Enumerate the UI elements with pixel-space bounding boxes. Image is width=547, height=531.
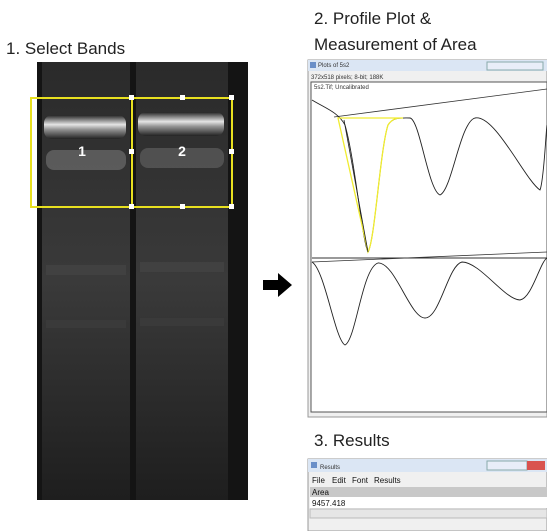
plot-window: Plots of 5s2 372x518 pixels; 8-bit; 188K… xyxy=(307,59,547,418)
results-window: Results File Edit Font Results Area 9457… xyxy=(307,458,547,531)
heading: 2. Profile Plot & xyxy=(314,9,432,28)
info: 372x518 pixels; 8-bit; 188K xyxy=(311,75,383,81)
window-title: Results xyxy=(320,465,340,471)
heading: Measurement of Area xyxy=(314,35,477,54)
menu-item[interactable]: Results xyxy=(374,476,401,485)
lane-label: 1 xyxy=(78,143,86,159)
arrow xyxy=(263,273,292,297)
menu-item[interactable]: File xyxy=(312,476,325,485)
menu-item[interactable]: Edit xyxy=(332,476,347,485)
menu-item[interactable]: Font xyxy=(352,476,369,485)
subtitle: 5s2.Tif; Uncalibrated xyxy=(314,85,369,91)
cell: 9457.418 xyxy=(312,499,346,508)
heading: 1. Select Bands xyxy=(6,39,125,58)
lane-label: 2 xyxy=(178,143,186,159)
column-header: Area xyxy=(312,488,329,497)
window-title: Plots of 5s2 xyxy=(318,63,350,69)
heading: 3. Results xyxy=(314,431,390,450)
gel-image: 1 2 xyxy=(30,62,248,500)
